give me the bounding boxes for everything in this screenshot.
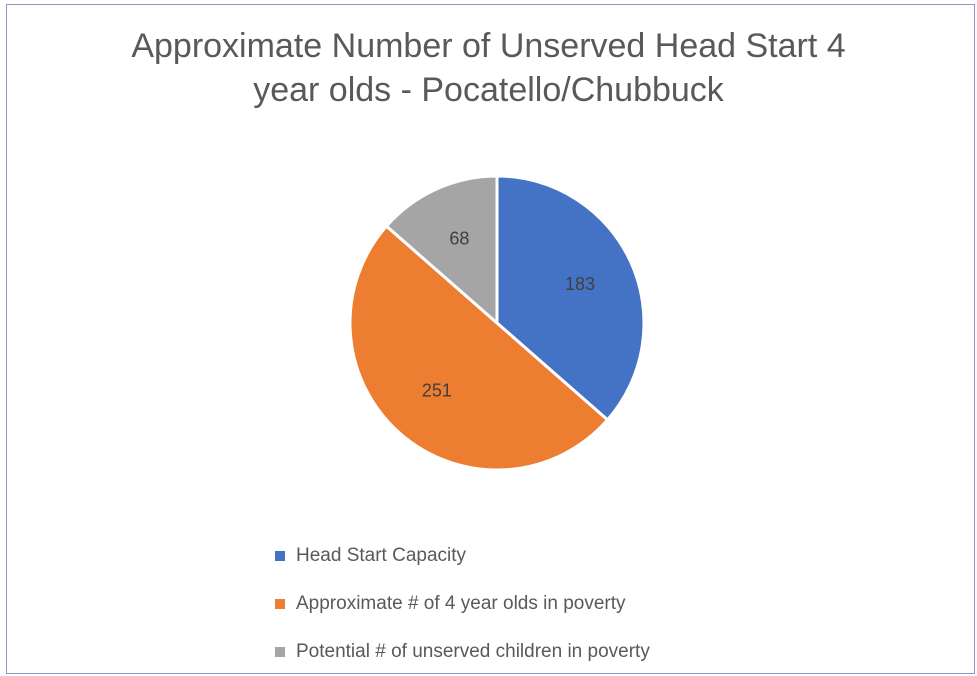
data-label-4-year-olds-in-poverty: 251 xyxy=(422,380,452,400)
legend: Head Start Capacity Approximate # of 4 y… xyxy=(275,532,650,676)
chart-title-line-2: year olds - Pocatello/Chubbuck xyxy=(253,71,724,109)
legend-label: Approximate # of 4 year olds in poverty xyxy=(296,593,626,614)
legend-swatch xyxy=(275,551,285,561)
legend-item-unserved-children: Potential # of unserved children in pove… xyxy=(275,628,650,676)
chart-title: Approximate Number of Unserved Head Star… xyxy=(0,24,977,112)
chart-title-line-1: Approximate Number of Unserved Head Star… xyxy=(131,27,846,65)
data-label-head-start-capacity: 183 xyxy=(565,274,595,294)
pie-slice-unserved-children xyxy=(384,174,499,325)
legend-swatch xyxy=(275,599,285,609)
legend-swatch xyxy=(275,647,285,657)
pie-slice-4-year-olds-in-poverty xyxy=(348,224,610,472)
legend-item-head-start-capacity: Head Start Capacity xyxy=(275,532,650,580)
legend-label: Potential # of unserved children in pove… xyxy=(296,641,650,662)
data-label-unserved-children: 68 xyxy=(449,229,469,249)
pie-slice-head-start-capacity xyxy=(495,174,646,422)
legend-label: Head Start Capacity xyxy=(296,545,467,566)
legend-item-4-year-olds-in-poverty: Approximate # of 4 year olds in poverty xyxy=(275,580,650,628)
